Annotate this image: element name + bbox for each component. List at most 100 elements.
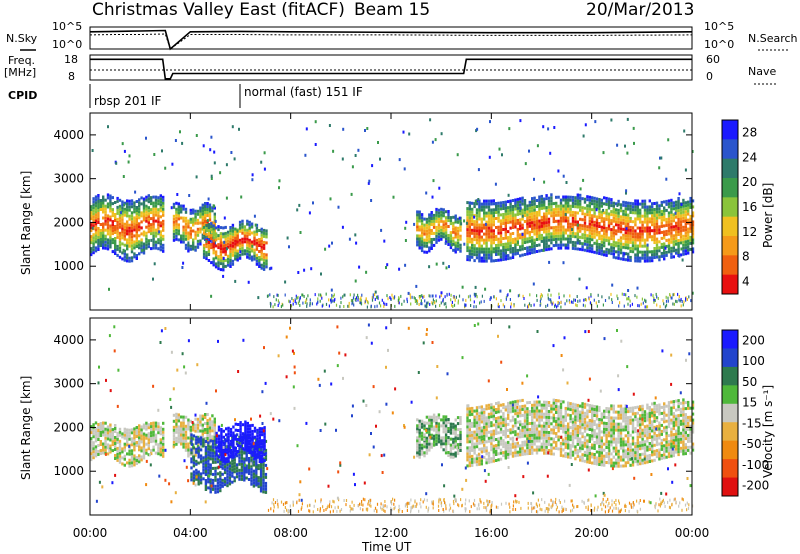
power-cell: [109, 236, 112, 240]
velocity-cell: [140, 440, 143, 444]
velocity-cell: [211, 487, 215, 491]
power-cell: [447, 219, 450, 222]
power-cell: [229, 226, 232, 229]
power-cell: [514, 207, 517, 211]
power-cell: [605, 238, 608, 242]
velocity-cell: [213, 435, 216, 439]
power-cell: [583, 218, 587, 222]
velocity-heatmap: [90, 322, 695, 514]
power-cell: [109, 245, 112, 249]
velocity-cell: [478, 423, 481, 427]
velocity-cell: [261, 427, 264, 431]
velocity-cell: [478, 429, 481, 433]
velocity-cell: [471, 433, 474, 437]
power-cell: [435, 210, 438, 214]
power-cell: [675, 299, 677, 303]
velocity-cell: [94, 448, 98, 452]
power-cell: [304, 153, 307, 157]
velocity-cell: [197, 449, 200, 453]
power-cell: [536, 294, 538, 298]
power-cell: [684, 207, 687, 211]
velocity-cell: [495, 420, 498, 423]
power-cell: [400, 294, 402, 298]
velocity-cell: [172, 419, 176, 423]
power-cell: [222, 226, 225, 230]
power-cell: [475, 241, 479, 245]
power-cell: [560, 301, 562, 304]
power-cell: [523, 297, 525, 300]
power-cell: [639, 250, 642, 254]
power-cell: [130, 244, 134, 248]
power-cell: [106, 238, 110, 242]
power-cell: [355, 241, 358, 245]
velocity-cell: [452, 431, 455, 435]
velocity-cell: [475, 427, 479, 431]
power-cell: [219, 238, 223, 242]
velocity-cell: [147, 438, 150, 442]
power-cell: [241, 228, 244, 232]
velocity-cell: [109, 450, 112, 454]
velocity-cell: [423, 424, 426, 428]
velocity-cell: [227, 429, 230, 433]
power-cell: [586, 249, 589, 253]
velocity-cell: [247, 472, 251, 475]
power-cell: [473, 253, 476, 257]
velocity-cell: [261, 430, 264, 434]
power-cell: [106, 202, 110, 206]
velocity-cell: [449, 443, 453, 447]
power-cell: [444, 240, 448, 244]
velocity-cell: [250, 458, 253, 462]
power-cell: [483, 256, 486, 260]
velocity-cell: [162, 448, 165, 452]
power-cell: [571, 300, 573, 304]
power-cell: [684, 204, 687, 208]
power-cell: [547, 205, 551, 209]
velocity-cell: [519, 429, 522, 433]
power-cell: [130, 226, 134, 230]
velocity-cell: [221, 472, 224, 476]
power-cell: [619, 242, 623, 246]
power-cell: [276, 293, 278, 297]
power-cell: [593, 235, 596, 239]
velocity-cell: [245, 458, 248, 462]
power-cell: [636, 295, 638, 299]
velocity-cell: [209, 490, 212, 494]
power-cell: [523, 199, 527, 202]
power-cell: [667, 244, 671, 248]
power-cell: [425, 235, 429, 239]
power-cell: [206, 202, 209, 205]
velocity-cell: [507, 434, 510, 438]
power-cell: [116, 253, 119, 257]
power-cell: [468, 246, 471, 250]
power-cell: [648, 229, 651, 233]
velocity-cell: [199, 444, 202, 448]
power-cell: [595, 248, 599, 252]
power-cell: [574, 202, 577, 206]
power-cell: [94, 240, 98, 244]
power-cell: [184, 210, 188, 214]
velocity-cell: [416, 454, 419, 458]
velocity-cell: [454, 445, 457, 449]
velocity-cell: [243, 460, 246, 464]
power-cell: [140, 220, 143, 224]
velocity-cell: [245, 476, 248, 480]
power-cell: [636, 211, 639, 215]
power-cell: [435, 216, 438, 220]
velocity-cell: [478, 411, 481, 415]
velocity-cell: [225, 451, 228, 455]
power-cell: [675, 230, 678, 234]
power-cell: [557, 195, 560, 199]
power-cell: [114, 228, 117, 231]
power-cell: [102, 243, 105, 247]
velocity-cell: [204, 467, 208, 470]
power-cell: [653, 241, 656, 244]
velocity-cell: [253, 441, 257, 445]
power-cell: [184, 234, 188, 238]
power-cell: [427, 301, 429, 305]
power-cell: [229, 241, 232, 244]
velocity-cell: [152, 436, 155, 440]
velocity-cell: [471, 439, 474, 443]
velocity-cell: [480, 417, 483, 421]
power-cell: [495, 259, 498, 262]
power-cell: [612, 255, 615, 259]
